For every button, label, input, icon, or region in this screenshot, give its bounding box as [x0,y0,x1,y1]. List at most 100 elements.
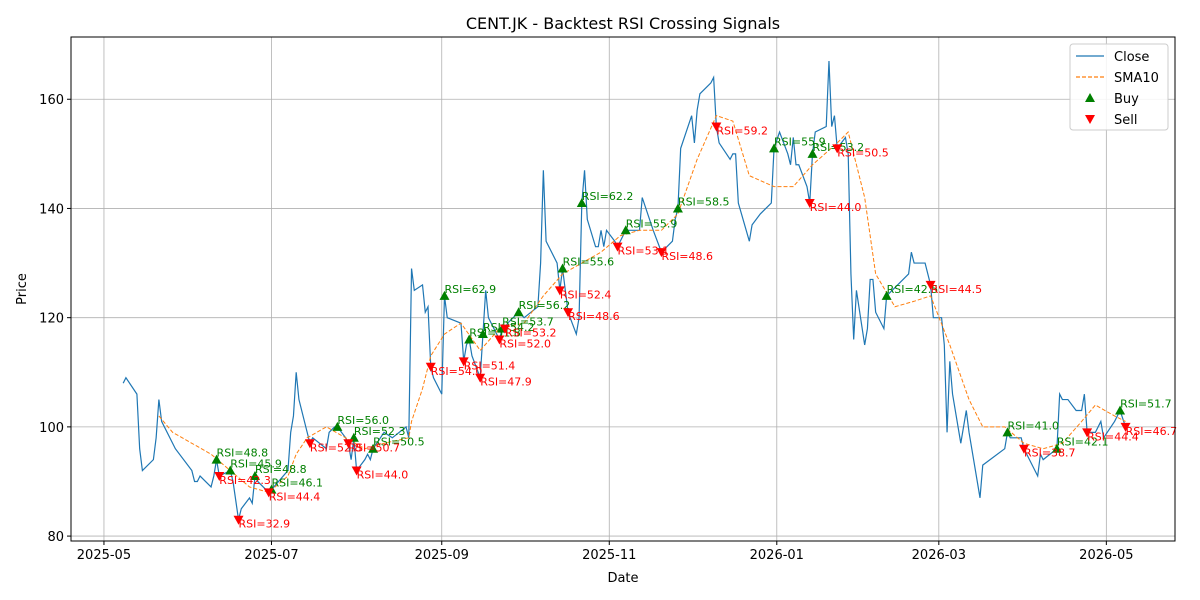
signal-label: RSI=50.5 [837,146,889,159]
signal-label: RSI=48.8 [255,463,307,476]
sell-marker [494,335,505,345]
signal-label: RSI=46.1 [271,477,323,490]
sell-marker [214,472,225,482]
sell-marker [233,515,244,525]
sell-marker [612,242,623,252]
buy-marker [439,290,450,300]
buy-marker [477,329,488,339]
sell-marker [554,286,565,296]
signal-label: RSI=38.7 [1024,447,1076,460]
signal-label: RSI=62.2 [582,190,634,203]
plot-frame [70,36,1176,542]
y-tick-label: 160 [39,93,64,108]
buy-marker [1051,443,1062,453]
series-line [122,61,1127,520]
buy-marker [620,225,631,235]
signal-label: RSI=44.4 [1087,430,1139,443]
signal-label: RSI=50.5 [373,436,425,449]
buy-marker [225,465,236,475]
legend: Close SMA10 Buy Sell [1069,43,1169,131]
signal-label: RSI=42.5 [887,283,939,296]
sell-marker [711,122,722,132]
signal-label: RSI=50.7 [348,441,400,454]
buy-marker [1002,427,1013,437]
signal-label: RSI=56.0 [337,414,389,427]
y-tick-label: 140 [39,202,64,217]
buy-marker [672,203,683,213]
signal-label: RSI=42.3 [219,474,271,487]
buy-marker [1115,405,1126,415]
signal-label: RSI=53.1 [618,245,670,258]
signal-label: RSI=42.1 [1057,436,1109,449]
buy-marker [464,334,475,344]
legend-label: Close [1114,50,1149,65]
signal-label: RSI=52.0 [499,338,551,351]
signal-label: RSI=56.2 [519,299,571,312]
signal-label: RSI=53.7 [502,316,554,329]
sell-marker [499,324,510,334]
x-tick-label: 2026-03 [912,548,966,563]
signal-label: RSI=55.9 [626,217,678,230]
y-tick-label: 80 [47,530,64,545]
signal-label: RSI=52.4 [560,288,612,301]
signal-label: RSI=55.9 [774,135,826,148]
sell-marker [832,144,843,154]
sell-marker [1018,444,1029,454]
buy-marker [557,263,568,273]
signal-label: RSI=44.0 [357,469,409,482]
sell-marker [343,439,354,449]
signal-label: RSI=48.6 [568,310,620,323]
x-tick-label: 2025-11 [582,548,636,563]
legend-label: Buy [1114,92,1139,107]
signal-label: RSI=45.9 [230,458,282,471]
signal-label: RSI=41.0 [1007,419,1059,432]
sell-marker [425,362,436,372]
signal-label: RSI=32.9 [239,518,291,531]
signal-label: RSI=51.7 [1120,397,1172,410]
buy-marker [368,443,379,453]
sell-marker [263,488,274,498]
sell-marker [925,280,936,290]
signal-label: RSI=58.5 [678,195,730,208]
series-line [158,115,1126,493]
sell-marker [656,248,667,258]
x-tick-label: 2026-05 [1079,548,1133,563]
signal-label: RSI=47.9 [480,376,532,389]
legend-label: SMA10 [1114,71,1159,86]
legend-marker [1085,115,1095,124]
sell-marker [458,357,469,367]
signal-label: RSI=44.4 [269,490,321,503]
sell-marker [1120,422,1131,432]
sell-marker [304,439,315,449]
signal-label: RSI=59.2 [716,125,768,138]
buy-marker [769,143,780,153]
sell-marker [1082,428,1093,438]
y-tick-label: 120 [39,312,64,327]
signal-label: RSI=62.9 [444,283,496,296]
x-tick-label: 2025-05 [77,548,131,563]
signal-label: RSI=46.7 [1126,425,1178,438]
buy-marker [513,307,524,317]
buy-marker [576,197,587,207]
chart-title: CENT.JK - Backtest RSI Crossing Signals [466,14,780,33]
signal-label: RSI=48.8 [217,447,269,460]
sell-marker [475,373,486,383]
buy-marker [881,290,892,300]
sell-marker [351,466,362,476]
x-tick-label: 2026-01 [750,548,804,563]
legend-box [1069,43,1169,131]
y-tick-label: 100 [39,421,64,436]
buy-marker [332,421,343,431]
x-tick-label: 2025-09 [415,548,469,563]
buy-marker [211,454,222,464]
signal-label: RSI=54.2 [483,321,535,334]
sell-marker [804,198,815,208]
signal-label: RSI=54.0 [431,365,483,378]
x-axis-label: Date [607,571,638,586]
signal-label: RSI=55.6 [563,256,615,269]
signal-label: RSI=51.4 [464,359,516,372]
sell-marker [563,308,574,318]
x-tick-label: 2025-07 [244,548,298,563]
signal-label: RSI=52.3 [354,425,406,438]
